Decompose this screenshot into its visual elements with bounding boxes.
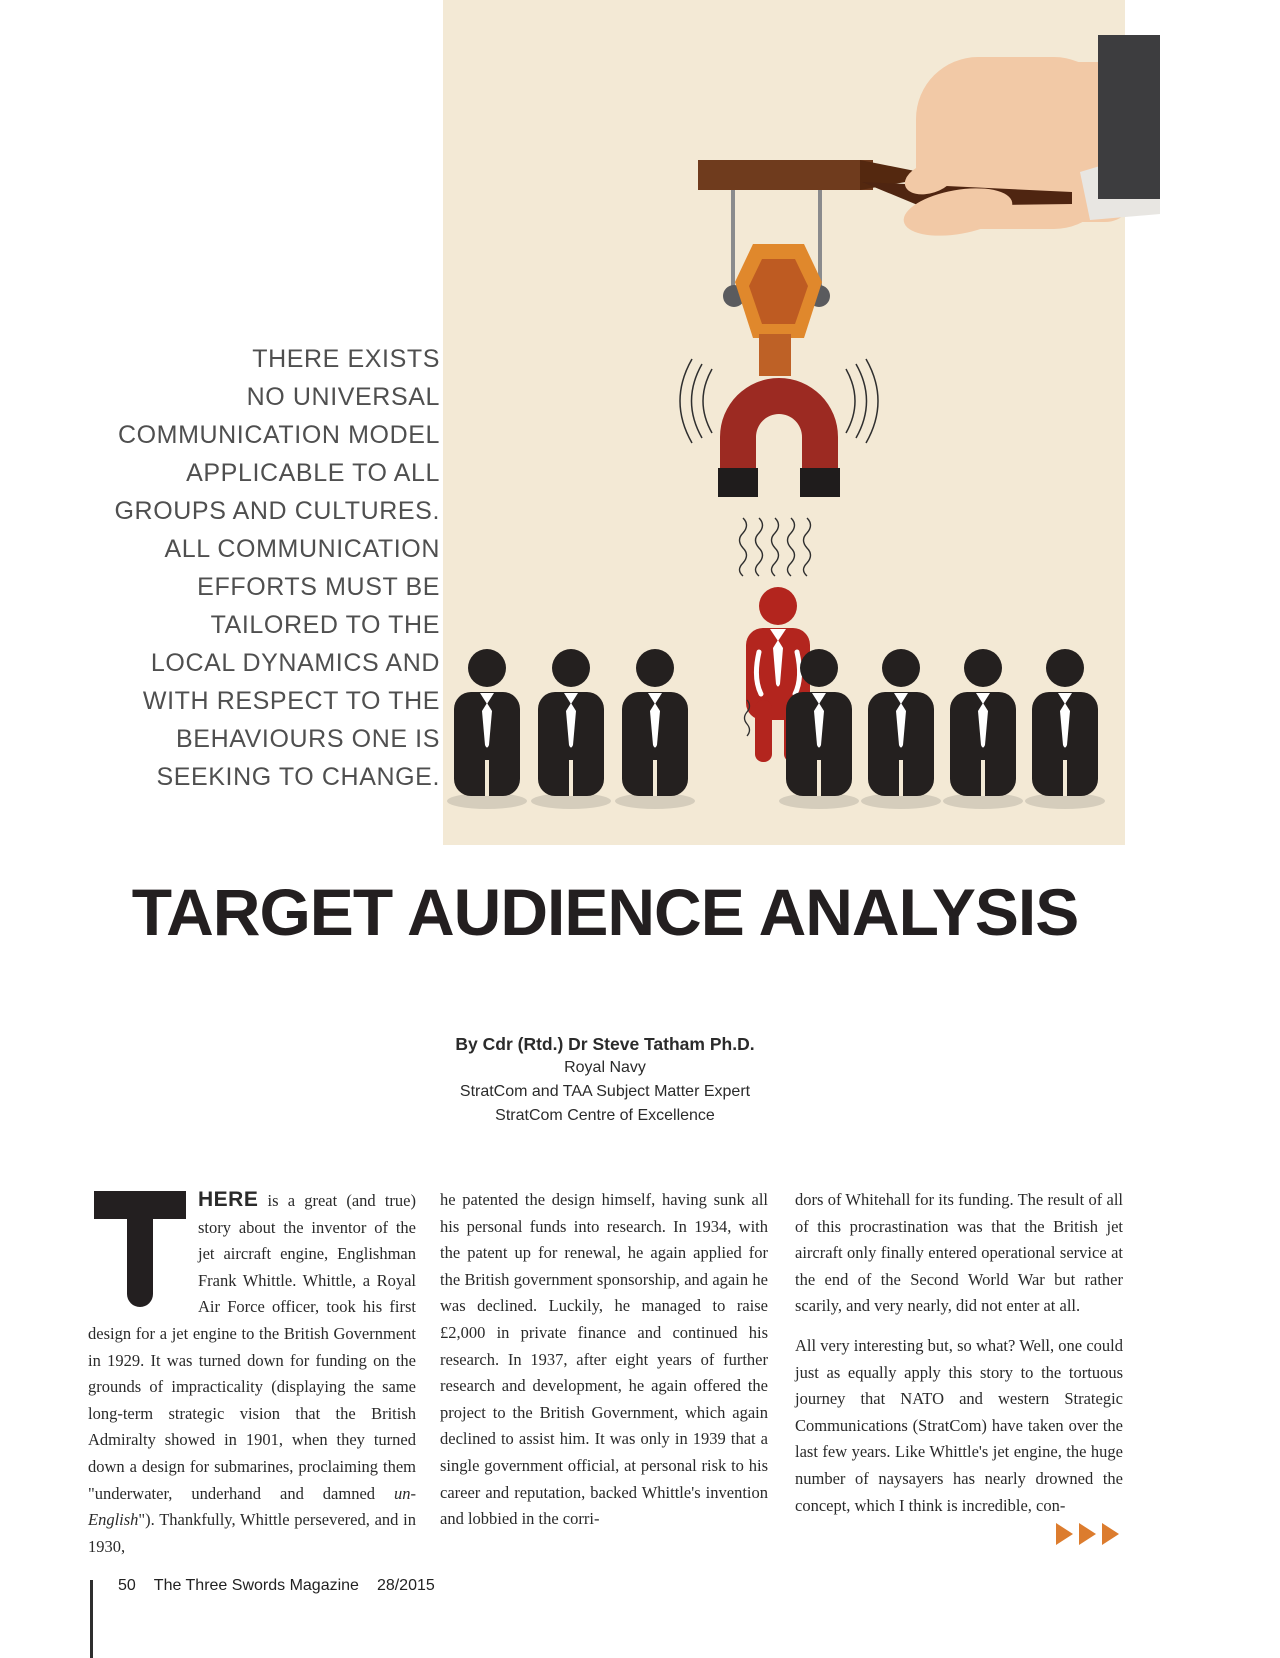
column3-paragraph-1: dors of Whitehall for its funding. The r… (795, 1190, 1123, 1316)
article-column-3: dors of Whitehall for its funding. The r… (795, 1187, 1123, 1519)
byline-affiliation: Royal Navy (564, 1059, 646, 1076)
attraction-waves (738, 517, 812, 577)
horseshoe-magnet (720, 378, 838, 497)
thumb (903, 188, 1013, 236)
rod-tip (860, 160, 940, 190)
byline-affiliation: StratCom and TAA Subject Matter Expert (459, 1083, 751, 1100)
arm-slit-left (753, 649, 764, 697)
column1-text: is a great (and true) story about the in… (88, 1191, 416, 1503)
arrow-triangle-icon (1079, 1523, 1096, 1545)
vibration-arcs-left (679, 358, 713, 444)
page-title: TARGET AUDIENCE ANALYSIS (131, 875, 1080, 949)
fingertip (904, 161, 956, 195)
footer-magazine-title: The Three Swords Magazine (153, 1577, 359, 1594)
arrow-triangle-icon (1102, 1523, 1119, 1545)
magnet-pole-right (800, 468, 840, 497)
byline-author: By Cdr (Rtd.) Dr Steve Tatham Ph.D. (455, 1034, 755, 1054)
continued-next-page-arrows-icon (1056, 1523, 1119, 1545)
byline: By Cdr (Rtd.) Dr Steve Tatham Ph.D. Roya… (90, 1032, 1120, 1128)
footer-issue: 28/2015 (376, 1577, 435, 1594)
suit-cuff (1098, 35, 1160, 199)
collar (770, 629, 786, 641)
column2-text: he patented the design himself, having s… (440, 1190, 768, 1529)
magnet-holder-inner (749, 259, 808, 324)
lead-in-word: HERE (198, 1188, 259, 1211)
footer-page-number: 50 (118, 1577, 136, 1594)
magnet-selection-illustration (443, 0, 1160, 845)
page-footer: 50 The Three Swords Magazine 28/2015 (118, 1577, 453, 1595)
column1-text-tail: "). Thankfully, Whittle persevered, and … (88, 1510, 416, 1556)
column1-italic-phrase: un-English (88, 1483, 416, 1530)
dropcap-letter-t (88, 1187, 198, 1320)
arm-slit-right (792, 649, 803, 697)
column3-paragraph-2: All very interesting but, so what? Well,… (795, 1335, 1123, 1515)
rod (698, 160, 873, 190)
dropcap-stem (127, 1191, 153, 1307)
magnet-pole-left (718, 468, 758, 497)
article-column-1: HERE is a great (and true) story about t… (88, 1187, 416, 1560)
arrow-triangle-icon (1056, 1523, 1073, 1545)
article-column-2: he patented the design himself, having s… (440, 1187, 768, 1533)
tie (773, 640, 783, 687)
pull-quote: THERE EXISTS NO UNIVERSAL COMMUNICATION … (114, 345, 440, 791)
byline-affiliation: StratCom Centre of Excellence (495, 1107, 715, 1124)
footer-rule (90, 1580, 93, 1658)
holder-neck (759, 334, 791, 376)
vibration-arcs-right (845, 358, 879, 444)
